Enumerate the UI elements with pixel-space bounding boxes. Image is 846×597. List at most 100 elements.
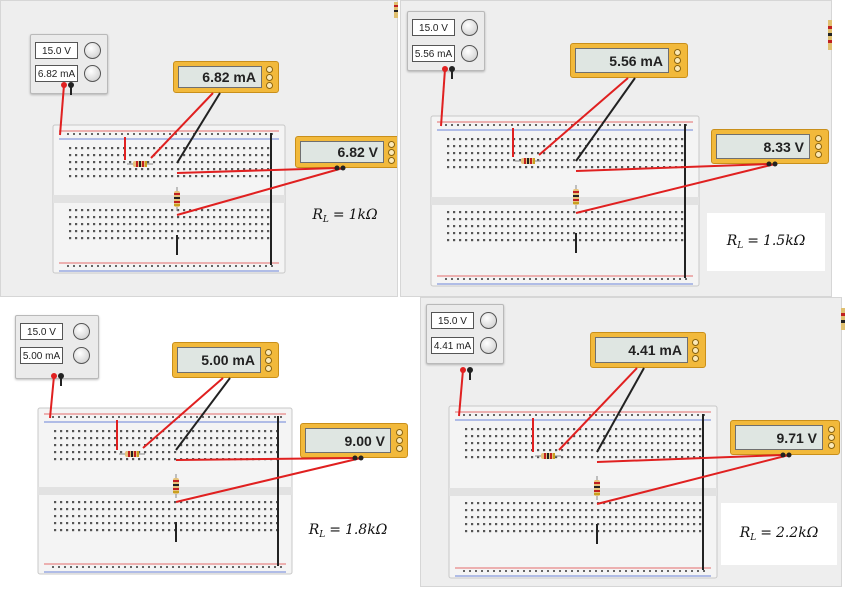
wires-group (440, 66, 778, 253)
breadboard-icon (448, 405, 718, 579)
ammeter-terminal-icon[interactable] (266, 82, 273, 89)
circuit-panel-2: 15.0 V 5.56 mA 5.56 mA 8.33 V RL = 1.5kΩ (400, 0, 832, 297)
rl-symbol: R (739, 525, 751, 541)
voltmeter-terminal-icon[interactable] (815, 143, 822, 150)
ammeter-terminal-icon[interactable] (674, 49, 681, 56)
voltmeter-terminal-icon[interactable] (828, 434, 835, 441)
ammeter: 6.82 mA (173, 61, 279, 93)
resistor-icon (173, 474, 179, 498)
resistor-icon (828, 20, 832, 50)
psu-voltage-knob-icon[interactable] (461, 19, 478, 36)
psu-current-display: 6.82 mA (35, 65, 78, 82)
ammeter-terminal-icon[interactable] (265, 365, 272, 372)
voltmeter-terminal-icon[interactable] (396, 445, 403, 452)
voltmeter-terminal-icon[interactable] (815, 135, 822, 142)
ammeter: 5.56 mA (570, 43, 688, 78)
ammeter-display: 4.41 mA (595, 337, 688, 363)
ammeter-terminal-icon[interactable] (266, 74, 273, 81)
resistor-icon (515, 158, 541, 164)
ammeter: 5.00 mA (172, 342, 279, 378)
psu-current-display: 4.41 mA (431, 337, 474, 354)
breadboard-icon (37, 407, 293, 575)
voltmeter-terminal-icon[interactable] (396, 437, 403, 444)
rl-subscript: L (319, 530, 326, 540)
voltmeter-terminal-icon[interactable] (828, 426, 835, 433)
breadboard-icon (430, 115, 700, 287)
power-supply: 15.0 V 4.41 mA (426, 304, 504, 364)
power-supply: 15.0 V 5.56 mA (407, 11, 485, 71)
wires-group (458, 367, 792, 544)
rl-value: 1kΩ (348, 207, 378, 223)
wires-group (59, 82, 346, 255)
rl-symbol: R (312, 207, 323, 223)
ammeter-terminal-icon[interactable] (266, 66, 273, 73)
psu-voltage-knob-icon[interactable] (84, 42, 101, 59)
resistor-icon (127, 161, 153, 167)
rl-subscript: L (750, 533, 757, 543)
psu-current-knob-icon[interactable] (480, 337, 497, 354)
voltmeter: 6.82 V (295, 136, 397, 168)
panel-3-stack: 15.0 V 5.00 mA 5.00 mA 9.00 V RL = 1.8kΩ (0, 300, 408, 597)
wires-group (49, 373, 364, 542)
ammeter-display: 5.00 mA (177, 347, 261, 373)
circuit-panel-1: 15.0 V 6.82 mA 6.82 mA 6.82 V RL = 1kΩ (0, 0, 398, 297)
voltmeter-display: 9.00 V (305, 428, 391, 453)
ammeter-terminal-icon[interactable] (692, 347, 699, 354)
wiring (37, 373, 364, 575)
circuit-panel-3: 15.0 V 5.00 mA 5.00 mA 9.00 V RL = 1.8kΩ (0, 300, 408, 597)
voltmeter-display: 6.82 V (300, 141, 384, 163)
ammeter: 4.41 mA (590, 332, 706, 368)
wiring (448, 367, 792, 579)
rl-equals: = (747, 233, 759, 249)
psu-voltage-knob-icon[interactable] (480, 312, 497, 329)
ammeter-terminal-icon[interactable] (265, 349, 272, 356)
resistor-icon (573, 185, 579, 209)
voltmeter-terminal-icon[interactable] (388, 141, 395, 148)
psu-voltage-display: 15.0 V (412, 19, 455, 36)
voltmeter-terminal-icon[interactable] (396, 429, 403, 436)
ammeter-terminal-icon[interactable] (674, 57, 681, 64)
panel-4-stack: 15.0 V 4.41 mA 4.41 mA 9.71 V RL = 2.2kΩ (421, 298, 841, 586)
psu-voltage-display: 15.0 V (20, 323, 63, 340)
resistor-icon (841, 308, 845, 330)
load-resistance-label: RL = 1.5kΩ (727, 233, 806, 251)
ammeter-terminal-icon[interactable] (674, 65, 681, 72)
psu-current-knob-icon[interactable] (461, 45, 478, 62)
rl-value: 1.8kΩ (344, 522, 388, 538)
resistor-icon (535, 453, 561, 459)
ammeter-terminal-icon[interactable] (692, 355, 699, 362)
resistor-icon (394, 2, 398, 18)
ammeter-display: 5.56 mA (575, 48, 669, 73)
voltmeter-display: 8.33 V (716, 134, 810, 159)
psu-voltage-knob-icon[interactable] (73, 323, 90, 340)
rl-equals: = (329, 522, 341, 538)
circuit-panel-4: 15.0 V 4.41 mA 4.41 mA 9.71 V RL = 2.2kΩ (420, 297, 842, 587)
psu-voltage-display: 15.0 V (35, 42, 78, 59)
psu-current-display: 5.00 mA (20, 347, 63, 364)
ammeter-terminal-icon[interactable] (692, 339, 699, 346)
voltmeter-terminal-icon[interactable] (388, 149, 395, 156)
load-label-box: RL = 1kΩ (295, 194, 395, 238)
power-supply: 15.0 V 5.00 mA (15, 315, 99, 379)
ammeter-terminal-icon[interactable] (265, 357, 272, 364)
psu-current-display: 5.56 mA (412, 45, 455, 62)
resistor-icon (594, 476, 600, 500)
load-label-box: RL = 1.5kΩ (707, 213, 825, 271)
load-resistance-label: RL = 1.8kΩ (309, 522, 388, 540)
ammeter-display: 6.82 mA (178, 66, 262, 88)
psu-current-knob-icon[interactable] (84, 65, 101, 82)
psu-current-knob-icon[interactable] (73, 347, 90, 364)
panel-2-stack: 15.0 V 5.56 mA 5.56 mA 8.33 V RL = 1.5kΩ (401, 1, 831, 296)
voltmeter-terminal-icon[interactable] (828, 442, 835, 449)
breadboard-icon (52, 124, 286, 274)
psu-voltage-display: 15.0 V (431, 312, 474, 329)
voltmeter-terminal-icon[interactable] (815, 151, 822, 158)
voltmeter: 9.00 V (300, 423, 408, 458)
rl-equals: = (760, 525, 772, 541)
voltmeter-terminal-icon[interactable] (388, 157, 395, 164)
rl-value: 1.5kΩ (762, 233, 806, 249)
load-label-box: RL = 1.8kΩ (294, 505, 402, 557)
load-resistance-label: RL = 1kΩ (312, 207, 377, 225)
rl-value: 2.2kΩ (775, 525, 819, 541)
